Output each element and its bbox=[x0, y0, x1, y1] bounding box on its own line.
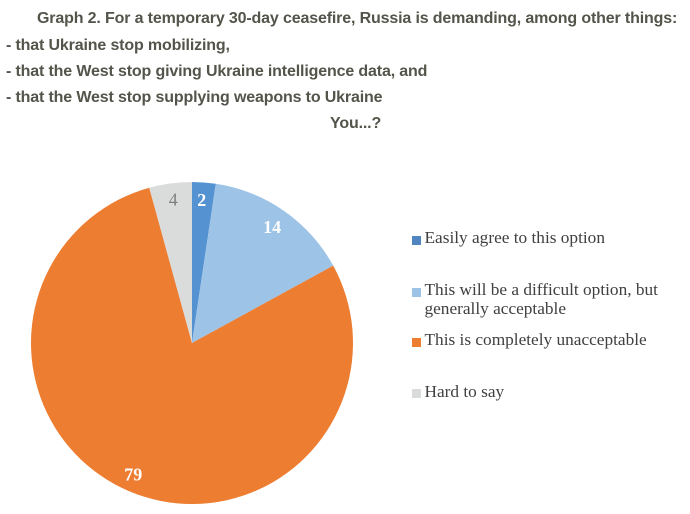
svg-text:2: 2 bbox=[197, 190, 206, 210]
svg-text:4: 4 bbox=[169, 190, 178, 210]
svg-text:14: 14 bbox=[263, 217, 281, 237]
svg-text:79: 79 bbox=[124, 465, 142, 485]
